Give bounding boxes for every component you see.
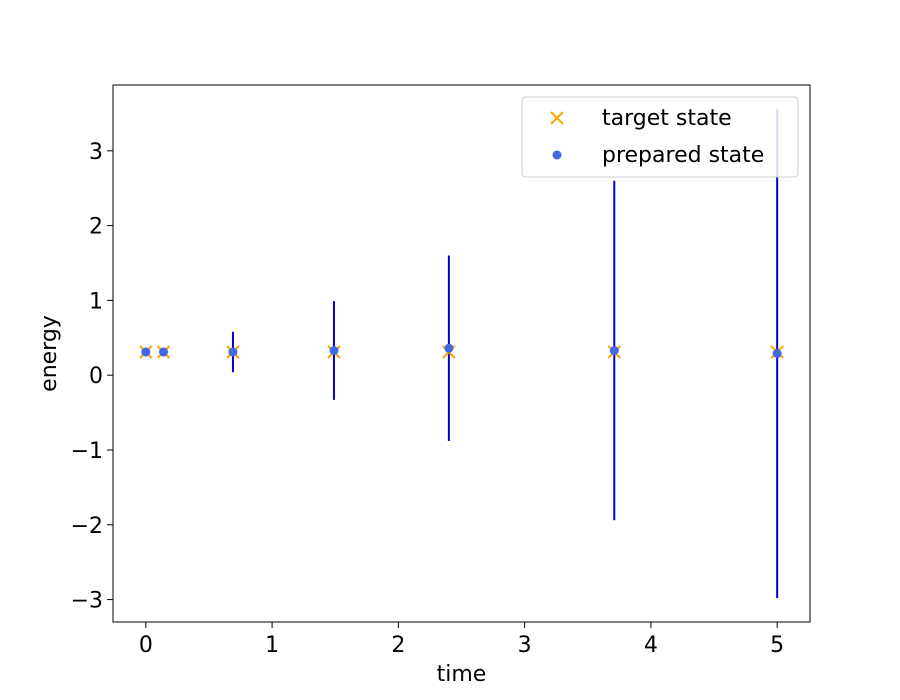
y-tick-label: 2 bbox=[89, 215, 103, 240]
prepared-state-point bbox=[159, 347, 169, 357]
x-tick-label: 0 bbox=[139, 633, 153, 658]
legend-box bbox=[521, 96, 799, 178]
legend-target-state-marker bbox=[550, 111, 564, 125]
legend-prepared-state-label: prepared state bbox=[602, 143, 764, 168]
prepared-state-point bbox=[772, 349, 782, 358]
y-tick-label: −2 bbox=[71, 514, 103, 539]
y-tick-label: 0 bbox=[89, 364, 103, 389]
x-tick-label: 4 bbox=[644, 633, 658, 658]
y-tick-label: 1 bbox=[89, 289, 103, 314]
x-tick-label: 3 bbox=[518, 633, 532, 658]
prepared-state-point bbox=[609, 346, 619, 356]
prepared-state-point bbox=[444, 343, 454, 353]
legend-target-state-label: target state bbox=[602, 106, 732, 131]
x-axis-label: time bbox=[437, 662, 487, 687]
y-tick-label: 3 bbox=[89, 140, 103, 165]
prepared-state-point bbox=[228, 347, 238, 357]
prepared-state-point bbox=[141, 347, 151, 357]
y-tick-label: −3 bbox=[71, 589, 103, 614]
y-tick-label: −1 bbox=[71, 439, 103, 464]
legend: target state prepared state bbox=[521, 96, 799, 178]
prepared-state-markers bbox=[141, 343, 782, 358]
plot-frame bbox=[112, 84, 811, 623]
x-tick-label: 1 bbox=[265, 633, 279, 658]
error-bars bbox=[144, 108, 779, 599]
legend-prepared-state-marker bbox=[552, 150, 562, 160]
x-tick-label: 5 bbox=[770, 633, 784, 658]
legend-cross bbox=[550, 111, 564, 125]
x-axis-ticks: 0 1 2 3 4 5 bbox=[139, 622, 784, 658]
y-axis-ticks: −3 −2 −1 0 1 2 3 bbox=[71, 140, 113, 614]
legend-dot bbox=[552, 150, 562, 160]
x-tick-label: 2 bbox=[391, 633, 405, 658]
prepared-state-point bbox=[329, 346, 339, 356]
y-axis-label: energy bbox=[37, 315, 62, 392]
